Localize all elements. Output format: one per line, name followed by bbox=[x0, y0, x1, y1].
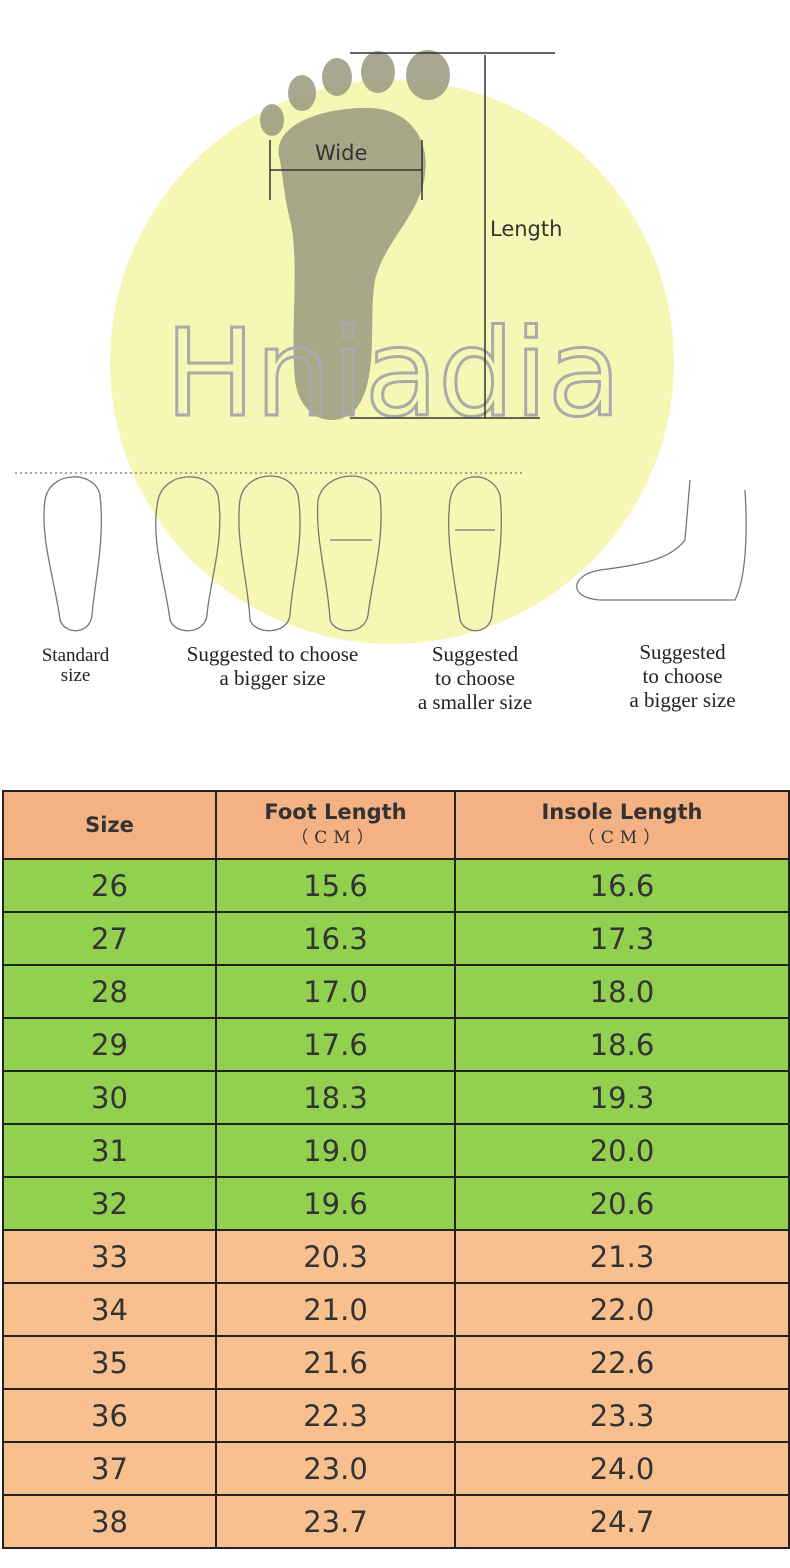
cell-insole: 22.6 bbox=[454, 1335, 790, 1390]
cell-size: 35 bbox=[2, 1335, 217, 1390]
caption-line: a bigger size bbox=[219, 666, 326, 690]
cell-foot: 21.6 bbox=[215, 1335, 456, 1390]
header-size: Size bbox=[2, 790, 217, 860]
table-row: 27 16.3 17.3 bbox=[2, 911, 790, 966]
caption-bigger-size-1: Suggested to choose a bigger size bbox=[145, 642, 400, 690]
table-row: 36 22.3 23.3 bbox=[2, 1388, 790, 1443]
header-unit: （CM） bbox=[577, 828, 667, 848]
cell-foot: 21.0 bbox=[215, 1282, 456, 1337]
cell-insole: 18.0 bbox=[454, 964, 790, 1019]
cell-size: 33 bbox=[2, 1229, 217, 1284]
table-row: 29 17.6 18.6 bbox=[2, 1017, 790, 1072]
cell-insole: 17.3 bbox=[454, 911, 790, 966]
caption-line: Suggested bbox=[639, 640, 726, 664]
caption-smaller-size: Suggested to choose a smaller size bbox=[380, 642, 570, 714]
cell-size: 36 bbox=[2, 1388, 217, 1443]
caption-line: to choose bbox=[435, 666, 515, 690]
caption-line: size bbox=[60, 665, 91, 686]
cell-size: 27 bbox=[2, 911, 217, 966]
caption-line: a smaller size bbox=[417, 690, 533, 714]
cell-size: 29 bbox=[2, 1017, 217, 1072]
caption-line: Suggested to choose bbox=[186, 642, 359, 666]
length-label: Length bbox=[490, 217, 562, 241]
caption-bigger-size-2: Suggested to choose a bigger size bbox=[590, 640, 775, 712]
cell-insole: 21.3 bbox=[454, 1229, 790, 1284]
cell-insole: 19.3 bbox=[454, 1070, 790, 1125]
table-header-row: Size Foot Length （CM） Insole Length （CM） bbox=[2, 790, 790, 860]
cell-foot: 19.0 bbox=[215, 1123, 456, 1178]
header-label: Foot Length bbox=[264, 800, 407, 824]
table-row: 31 19.0 20.0 bbox=[2, 1123, 790, 1178]
cell-insole: 24.0 bbox=[454, 1441, 790, 1496]
cell-insole: 20.0 bbox=[454, 1123, 790, 1178]
cell-size: 32 bbox=[2, 1176, 217, 1231]
caption-standard-size: Standard size bbox=[18, 646, 133, 686]
table-row: 26 15.6 16.6 bbox=[2, 858, 790, 913]
cell-size: 26 bbox=[2, 858, 217, 913]
table-row: 33 20.3 21.3 bbox=[2, 1229, 790, 1284]
cell-foot: 17.6 bbox=[215, 1017, 456, 1072]
cell-insole: 18.6 bbox=[454, 1017, 790, 1072]
caption-line: a bigger size bbox=[629, 688, 736, 712]
cell-foot: 18.3 bbox=[215, 1070, 456, 1125]
table-row: 30 18.3 19.3 bbox=[2, 1070, 790, 1125]
table-row: 28 17.0 18.0 bbox=[2, 964, 790, 1019]
cell-size: 30 bbox=[2, 1070, 217, 1125]
header-unit: （CM） bbox=[291, 828, 380, 848]
table-row: 38 23.7 24.7 bbox=[2, 1494, 790, 1549]
header-label: Size bbox=[85, 813, 134, 837]
cell-insole: 20.6 bbox=[454, 1176, 790, 1231]
header-insole-length: Insole Length （CM） bbox=[454, 790, 790, 860]
cell-insole: 16.6 bbox=[454, 858, 790, 913]
caption-line: Suggested bbox=[431, 642, 519, 666]
header-label: Insole Length bbox=[541, 800, 703, 824]
cell-insole: 22.0 bbox=[454, 1282, 790, 1337]
watermark: Hniadia bbox=[165, 305, 621, 444]
cell-size: 28 bbox=[2, 964, 217, 1019]
cell-foot: 20.3 bbox=[215, 1229, 456, 1284]
table-row: 37 23.0 24.0 bbox=[2, 1441, 790, 1496]
table-row: 35 21.6 22.6 bbox=[2, 1335, 790, 1390]
measure-lines bbox=[15, 52, 555, 474]
foot-sketches bbox=[43, 475, 747, 632]
size-chart-table: Size Foot Length （CM） Insole Length （CM） 2… bbox=[2, 790, 790, 1549]
table-row: 34 21.0 22.0 bbox=[2, 1282, 790, 1337]
wide-label: Wide bbox=[315, 141, 367, 165]
cell-size: 37 bbox=[2, 1441, 217, 1496]
yellow-circle bbox=[110, 80, 674, 644]
cell-insole: 24.7 bbox=[454, 1494, 790, 1549]
foot-measurement-illustration: Hniadia Wide Length bbox=[15, 50, 747, 644]
cell-foot: 17.0 bbox=[215, 964, 456, 1019]
cell-foot: 23.7 bbox=[215, 1494, 456, 1549]
foot-silhouette bbox=[260, 50, 450, 421]
cell-foot: 15.6 bbox=[215, 858, 456, 913]
cell-foot: 22.3 bbox=[215, 1388, 456, 1443]
table-row: 32 19.6 20.6 bbox=[2, 1176, 790, 1231]
cell-foot: 16.3 bbox=[215, 911, 456, 966]
caption-line: to choose bbox=[642, 664, 723, 688]
caption-line: Standard bbox=[41, 645, 110, 666]
cell-foot: 19.6 bbox=[215, 1176, 456, 1231]
header-foot-length: Foot Length （CM） bbox=[215, 790, 456, 860]
cell-insole: 23.3 bbox=[454, 1388, 790, 1443]
cell-size: 34 bbox=[2, 1282, 217, 1337]
cell-size: 38 bbox=[2, 1494, 217, 1549]
cell-size: 31 bbox=[2, 1123, 217, 1178]
cell-foot: 23.0 bbox=[215, 1441, 456, 1496]
